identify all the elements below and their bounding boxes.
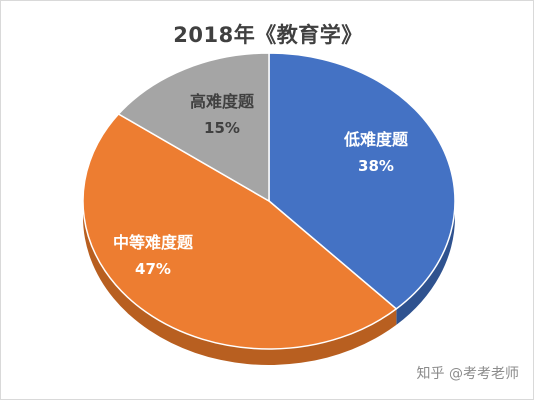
chart-title: 2018年《教育学》	[173, 23, 363, 47]
slice-label-3: 高难度题	[190, 92, 255, 111]
pie-slice-1	[268, 52, 456, 310]
slice-value-label-1: 38%	[358, 157, 394, 175]
pie-slice-3	[117, 52, 270, 202]
watermark-text: 知乎 @考考老师	[416, 366, 519, 382]
slice-label-2: 中等难度题	[113, 233, 194, 252]
pie-label-group: 低难度题 38% 中等难度题 47% 高难度题 15%	[113, 92, 409, 278]
pie-slice-2	[82, 113, 398, 350]
pie-top-group	[82, 52, 456, 350]
slice-value-label-2: 47%	[135, 260, 171, 278]
pie-side-1	[396, 201, 455, 325]
slice-value-label-3: 15%	[204, 119, 240, 137]
pie-side-2	[83, 201, 397, 365]
pie-side-group	[83, 201, 455, 365]
slice-label-1: 低难度题	[343, 130, 409, 149]
